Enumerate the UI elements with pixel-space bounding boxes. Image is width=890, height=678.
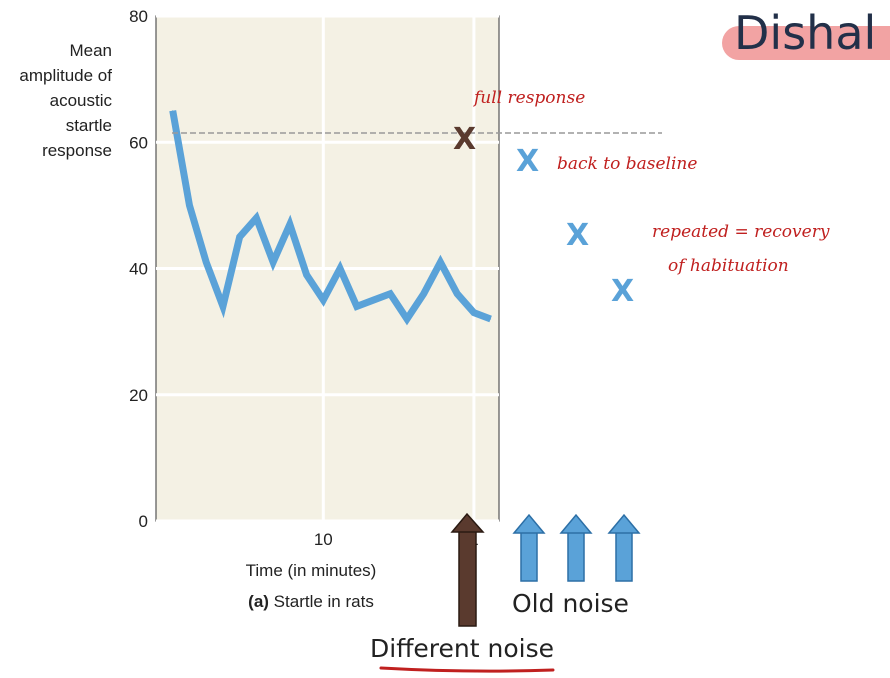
data-point [339,268,341,269]
data-point [272,261,274,263]
data-point [406,318,408,320]
different-noise-underline [379,666,555,673]
data-point [456,293,458,295]
data-point [439,261,441,263]
x-mark-blue-3: X [611,274,635,309]
full-response-note: full response [474,88,586,108]
x-mark-brown: X [453,122,477,157]
different-noise-arrow-shaft [458,529,477,627]
data-point [188,204,190,206]
different-noise-arrow-head [450,512,485,533]
y-axis-label: Mean amplitude of acoustic startle respo… [12,38,112,163]
old-noise-arrow-shaft [520,530,538,582]
data-point [322,299,324,301]
series-line [169,110,492,326]
x-axis-label: Time (in minutes) [245,561,377,580]
data-point [205,261,207,263]
data-point [239,236,241,238]
old-noise-arrow-head [559,513,593,534]
old-noise-arrow-head [512,513,546,534]
old-noise-arrow-shaft [567,530,585,582]
old-noise-arrow-head [607,513,641,534]
title-highlight [722,26,890,60]
y-tick-label: 0 [139,512,148,531]
data-point [289,223,291,225]
slide-title-banner: Dishal [722,6,890,66]
x-mark-blue-1: X [516,144,540,179]
chart-caption: (a) Startle in rats [180,592,442,612]
data-point [373,299,375,301]
repeated-note-line1: repeated = recovery [652,222,830,242]
data-point [255,217,257,219]
repeated-note-line2: of habituation [668,256,789,276]
old-noise-arrow-shaft [615,530,633,582]
data-point [473,312,475,314]
x-tick-label: 10 [314,530,333,549]
y-tick-label: 20 [129,386,148,405]
y-tick-label: 60 [129,133,148,152]
y-axis-label-text: Mean amplitude of acoustic startle respo… [19,41,112,160]
caption-letter: (a) [248,592,269,611]
y-tick-label: 40 [129,260,148,279]
caption-text: Startle in rats [268,592,374,611]
different-noise-label: Different noise [370,634,554,663]
data-point [490,318,492,320]
data-point [389,293,391,295]
data-point [222,305,224,307]
slide-title: Dishal [734,6,877,60]
back-to-baseline-note: back to baseline [557,154,698,174]
data-point [356,305,358,307]
old-noise-label: Old noise [512,589,629,618]
x-mark-blue-2: X [566,218,590,253]
data-point [172,110,174,112]
y-tick-label: 80 [129,7,148,26]
data-point [423,293,425,295]
data-point [306,274,308,276]
